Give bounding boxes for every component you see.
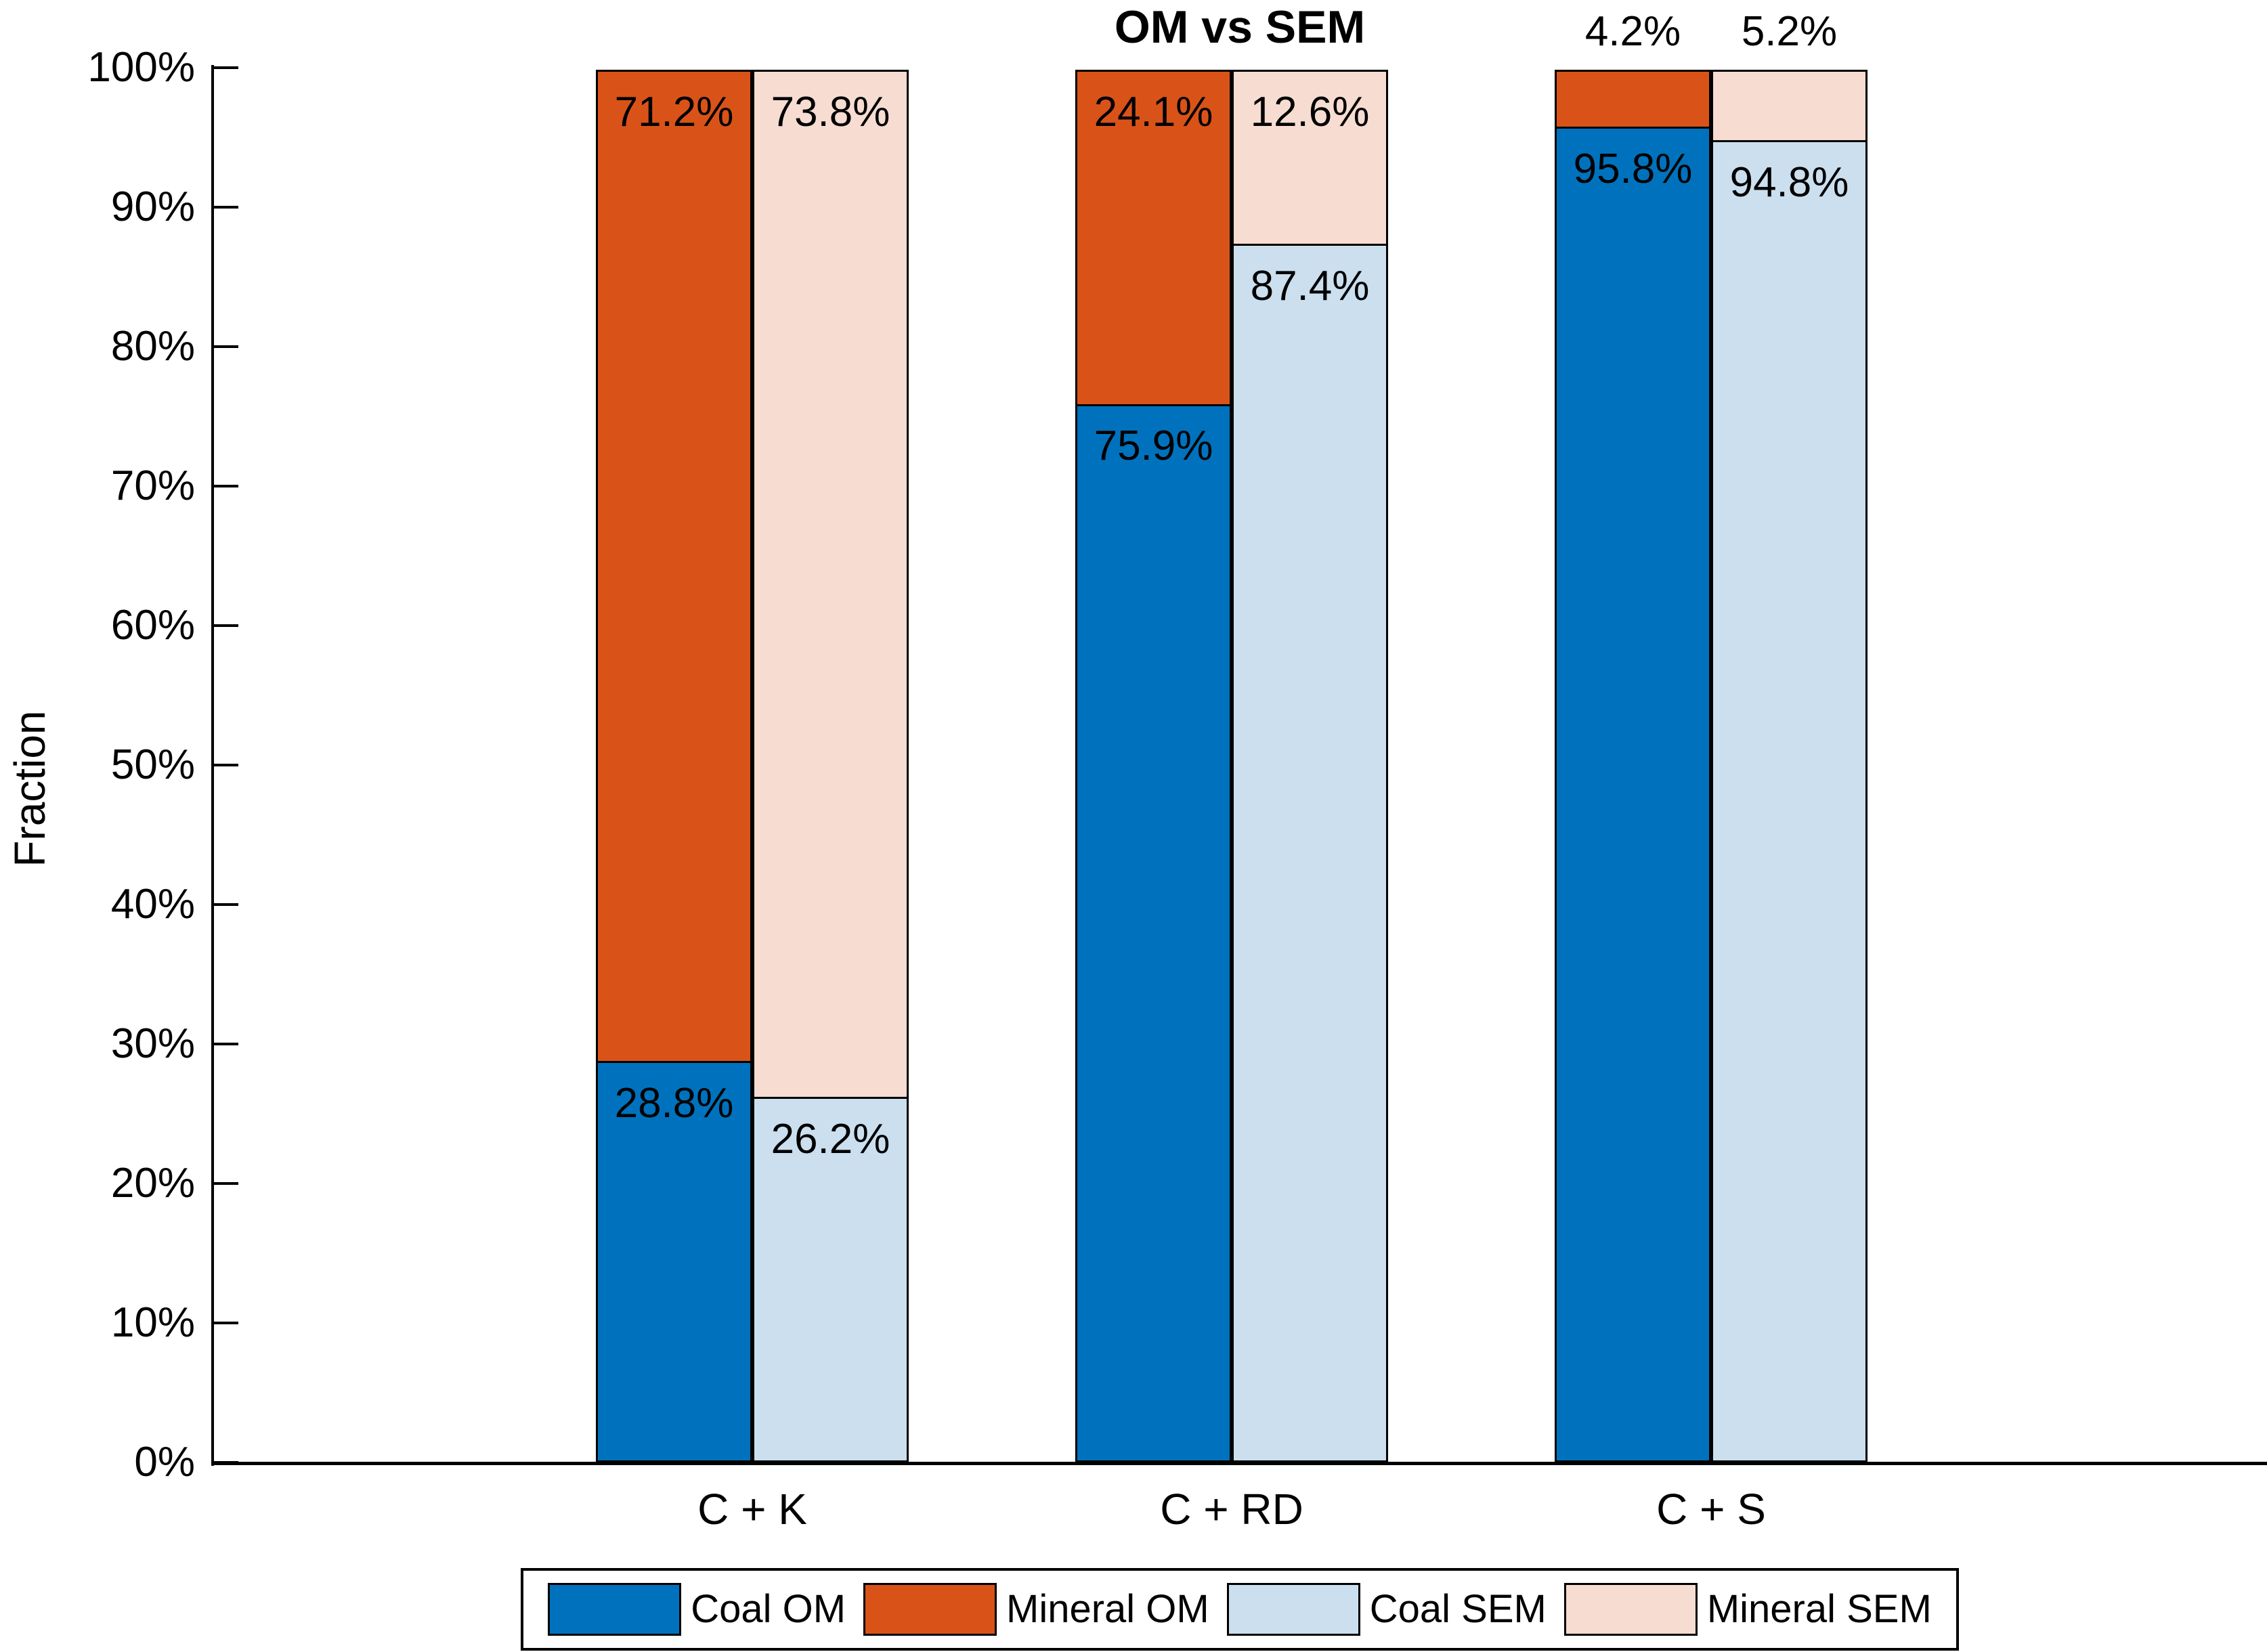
segment-value-label: 94.8% bbox=[1729, 159, 1849, 206]
bar-segment-coal-om bbox=[1555, 126, 1711, 1463]
segment-value-label: 73.8% bbox=[771, 89, 890, 135]
y-tick-label: 90% bbox=[110, 183, 195, 230]
y-tick-mark bbox=[214, 1043, 238, 1045]
segment-value-label: 75.9% bbox=[1094, 422, 1213, 470]
segment-value-label: 12.6% bbox=[1250, 89, 1370, 135]
legend-entry-coal-om: Coal OM bbox=[548, 1583, 846, 1636]
bar-segment-coal-om bbox=[1075, 404, 1232, 1462]
legend-swatch-mineral-sem bbox=[1563, 1583, 1698, 1636]
y-tick-mark bbox=[214, 206, 238, 209]
legend-swatch-coal-sem bbox=[1226, 1583, 1360, 1636]
bar-segment-coal-sem bbox=[1232, 243, 1388, 1462]
segment-value-label: 4.2% bbox=[1584, 8, 1681, 55]
y-tick-mark bbox=[214, 1461, 238, 1464]
y-tick-mark bbox=[214, 485, 238, 487]
y-axis-label: Fraction bbox=[5, 710, 54, 867]
x-tick-label: C + S bbox=[1656, 1485, 1766, 1534]
bar-segment-mineral-om bbox=[1075, 70, 1232, 406]
legend-swatch-mineral-om bbox=[863, 1583, 997, 1636]
y-tick-mark bbox=[214, 66, 238, 69]
legend-row: Coal OM Mineral OM Coal SEM Mineral SEM bbox=[213, 1568, 2267, 1651]
legend-entry-coal-sem: Coal SEM bbox=[1226, 1583, 1547, 1636]
segment-value-label: 95.8% bbox=[1573, 145, 1693, 192]
y-tick-label: 80% bbox=[110, 323, 195, 370]
bar-segment-coal-sem bbox=[752, 1097, 909, 1462]
bar-segment-mineral-om bbox=[1555, 70, 1711, 129]
y-tick-label: 70% bbox=[110, 462, 195, 509]
y-tick-mark bbox=[214, 764, 238, 766]
legend-label: Coal OM bbox=[691, 1587, 846, 1631]
bar-segment-mineral-sem bbox=[752, 70, 909, 1100]
y-tick-label: 50% bbox=[110, 741, 195, 788]
y-tick-label: 40% bbox=[110, 881, 195, 928]
x-axis-line bbox=[211, 1462, 2267, 1465]
y-tick-label: 30% bbox=[110, 1020, 195, 1067]
legend-entry-mineral-om: Mineral OM bbox=[863, 1583, 1209, 1636]
legend-label: Coal SEM bbox=[1369, 1587, 1547, 1631]
x-tick-label: C + RD bbox=[1160, 1485, 1303, 1534]
legend-swatch-coal-om bbox=[548, 1583, 682, 1636]
segment-value-label: 87.4% bbox=[1250, 262, 1370, 309]
y-tick-mark bbox=[214, 1182, 238, 1185]
legend-label: Mineral SEM bbox=[1706, 1587, 1932, 1631]
y-tick-label: 60% bbox=[110, 602, 195, 649]
y-tick-label: 10% bbox=[110, 1299, 195, 1346]
legend: Coal OM Mineral OM Coal SEM Mineral SEM bbox=[521, 1568, 1959, 1651]
y-tick-label: 100% bbox=[87, 44, 195, 91]
y-tick-mark bbox=[214, 1322, 238, 1324]
chart-title: OM vs SEM bbox=[1114, 1, 1366, 53]
bar-segment-coal-sem bbox=[1711, 140, 1867, 1462]
y-axis-line bbox=[211, 65, 214, 1466]
y-tick-mark bbox=[214, 624, 238, 627]
y-tick-label: 20% bbox=[110, 1160, 195, 1207]
bar-segment-mineral-sem bbox=[1711, 70, 1867, 143]
segment-value-label: 26.2% bbox=[771, 1116, 890, 1163]
bar-segment-mineral-sem bbox=[1232, 70, 1388, 246]
segment-value-label: 24.1% bbox=[1094, 89, 1213, 135]
segment-value-label: 28.8% bbox=[614, 1079, 734, 1127]
legend-entry-mineral-sem: Mineral SEM bbox=[1563, 1583, 1932, 1636]
y-tick-mark bbox=[214, 903, 238, 906]
legend-label: Mineral OM bbox=[1006, 1587, 1209, 1631]
segment-value-label: 5.2% bbox=[1741, 8, 1838, 55]
bar-segment-coal-om bbox=[596, 1060, 752, 1463]
bar-segment-mineral-om bbox=[596, 70, 752, 1063]
segment-value-label: 71.2% bbox=[614, 89, 734, 135]
y-tick-mark bbox=[214, 345, 238, 348]
x-tick-label: C + K bbox=[697, 1485, 807, 1534]
y-tick-label: 0% bbox=[134, 1439, 195, 1485]
